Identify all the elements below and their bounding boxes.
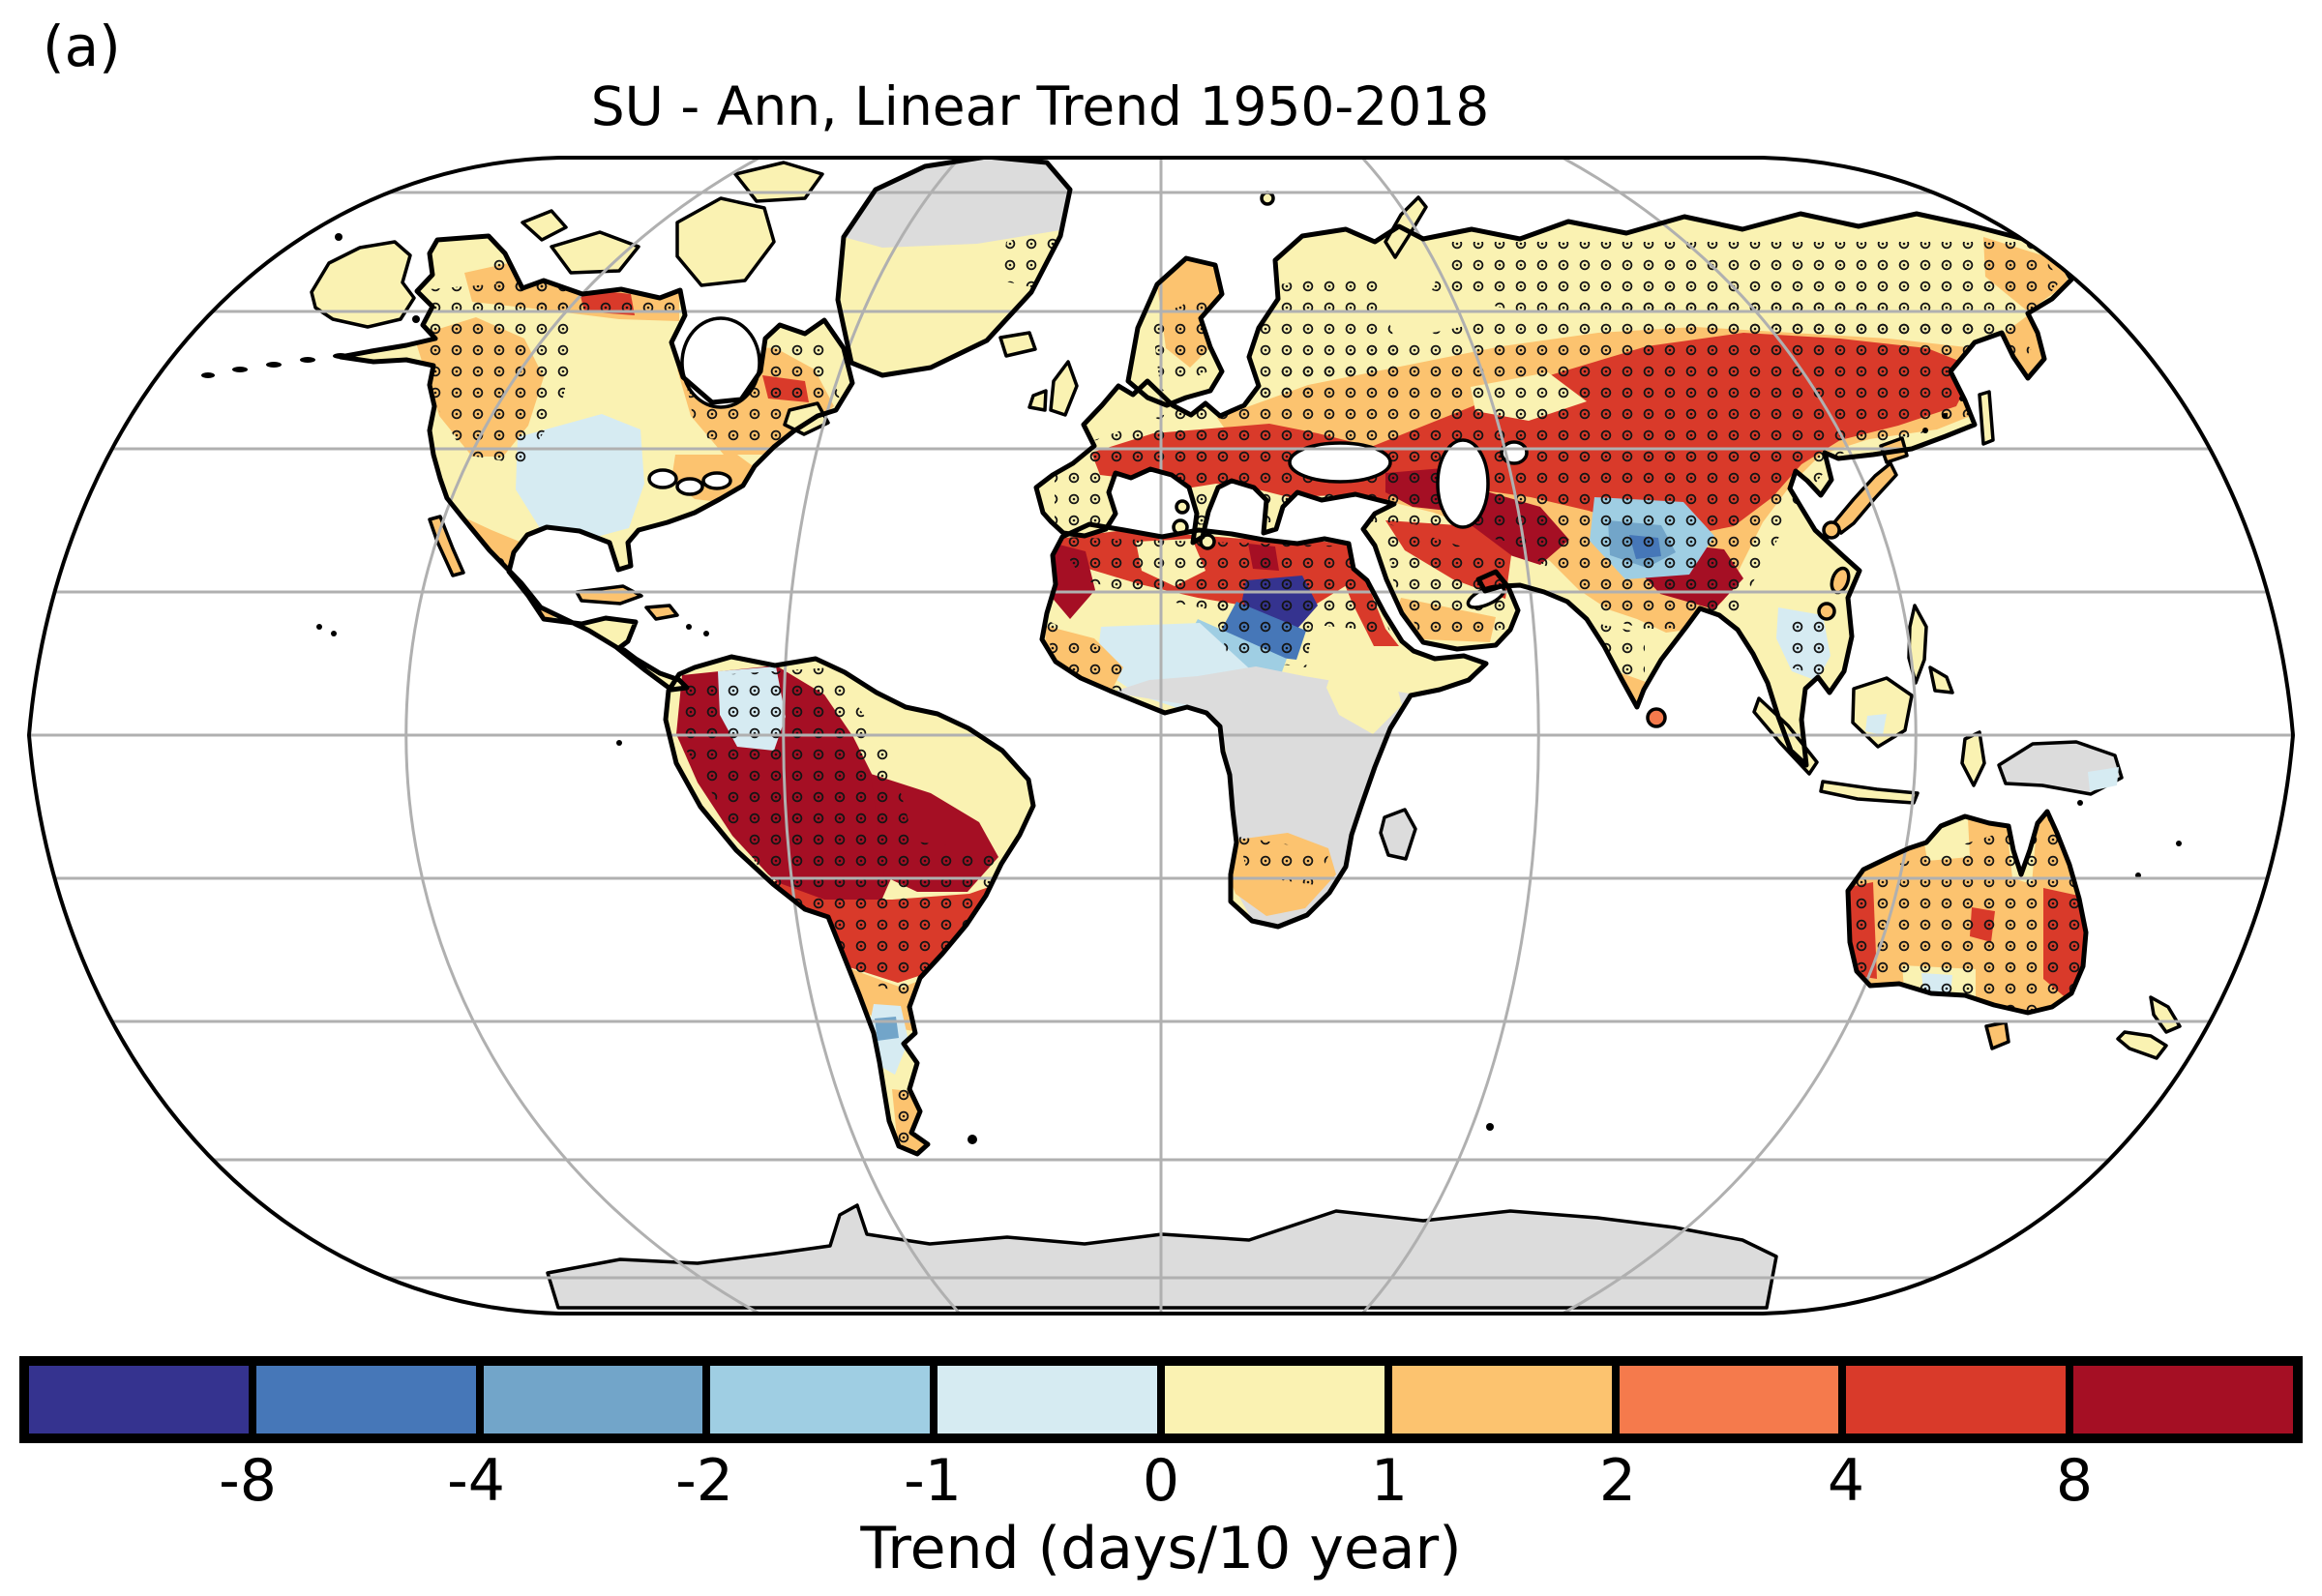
colorbar-cell xyxy=(2066,1366,2293,1433)
colorbar-tick: -4 xyxy=(447,1447,505,1515)
great-britain xyxy=(1049,360,1079,417)
great-lakes xyxy=(701,471,732,490)
colorbar-cell xyxy=(1384,1366,1612,1433)
madagascar xyxy=(1379,808,1417,861)
colorbar-tick: 0 xyxy=(1142,1447,1180,1515)
new-zealand-south xyxy=(2116,1030,2168,1060)
banks-island xyxy=(521,209,568,242)
caspian-sea xyxy=(1436,438,1490,529)
mindanao xyxy=(1928,665,1954,695)
ireland xyxy=(1027,389,1048,412)
sulawesi xyxy=(1960,730,1986,787)
colorbar-cell xyxy=(248,1366,476,1433)
colorbar-cell xyxy=(475,1366,703,1433)
great-lakes xyxy=(675,477,704,496)
figure-title: SU - Ann, Linear Trend 1950-2018 xyxy=(590,75,1490,137)
colorbar-tick: 1 xyxy=(1370,1447,1409,1515)
colorbar-cell xyxy=(29,1366,249,1433)
black-sea xyxy=(1288,441,1392,484)
colorbar-tick: 4 xyxy=(1827,1447,1865,1515)
colorbar-cell xyxy=(1838,1366,2067,1433)
great-lakes xyxy=(647,468,678,489)
corsica xyxy=(1175,499,1190,515)
colorbar-tick: -1 xyxy=(904,1447,962,1515)
iceland xyxy=(998,331,1037,358)
islands xyxy=(201,161,2219,1144)
panel-label: (a) xyxy=(43,14,121,79)
victoria-island xyxy=(550,230,640,275)
colorbar-cell xyxy=(1156,1366,1384,1433)
sri-lanka xyxy=(1646,707,1667,728)
new-zealand-north xyxy=(2149,995,2182,1034)
newfoundland xyxy=(783,401,830,436)
honshu xyxy=(1832,461,1898,535)
colorbar-tick: -8 xyxy=(219,1447,277,1515)
tasmania xyxy=(1984,1020,2010,1050)
baffin-island xyxy=(675,196,776,287)
hispaniola xyxy=(644,604,679,621)
colorbar-tick: 2 xyxy=(1598,1447,1637,1515)
colorbar-tick: 8 xyxy=(2055,1447,2094,1515)
svalbard xyxy=(1260,191,1275,206)
kyushu xyxy=(1822,520,1841,540)
africa xyxy=(1042,524,1486,927)
sakhalin xyxy=(1978,390,1995,446)
new-guinea-blue-patch xyxy=(2088,767,2119,791)
chukotka xyxy=(310,240,416,329)
colorbar-tick: -2 xyxy=(675,1447,733,1515)
borneo-blue-patch xyxy=(1865,714,1887,735)
colorbar-cell xyxy=(1611,1366,1839,1433)
colorbar-axis-label: Trend (days/10 year) xyxy=(860,1515,1462,1582)
hainan xyxy=(1817,602,1836,621)
colorbar-ticks: -8 -4 -2 -1 0 1 2 4 8 xyxy=(19,1447,2303,1515)
colorbar-cell xyxy=(930,1366,1157,1433)
colorbar xyxy=(19,1356,2303,1443)
colorbar-cell xyxy=(702,1366,931,1433)
